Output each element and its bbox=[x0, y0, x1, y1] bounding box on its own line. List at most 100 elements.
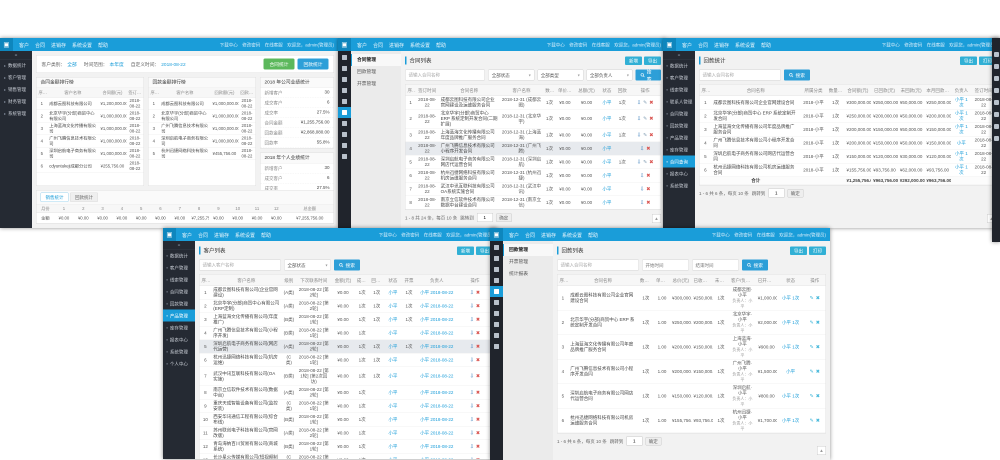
page-go-button[interactable]: 确定 bbox=[645, 436, 662, 446]
download-icon[interactable]: ⇩ bbox=[469, 303, 474, 309]
delete-icon[interactable]: ✖ bbox=[646, 172, 651, 179]
owner-link[interactable]: 小平 2018-08-22 bbox=[420, 316, 454, 322]
topbar-nav-item[interactable]: 帮助 bbox=[261, 232, 271, 239]
delete-icon[interactable]: ✖ bbox=[646, 199, 651, 206]
sidebar-icon-item[interactable] bbox=[490, 308, 503, 319]
delete-icon[interactable]: ✖ bbox=[815, 393, 820, 399]
owner-link[interactable]: 小平 bbox=[388, 343, 398, 349]
topbar-nav-item[interactable]: 客户 bbox=[182, 232, 192, 239]
table-row[interactable]: 9 重庆天成智能设备有限公司(监控安装) (C类) 2018-08-22 [第1轮] ¥… bbox=[199, 399, 493, 413]
owner-link[interactable]: 小平 1次 bbox=[782, 319, 800, 325]
sidebar-toggle[interactable]: ≡ bbox=[663, 51, 695, 60]
sidebar-item[interactable]: ▪ 报表中心 bbox=[163, 334, 195, 346]
delete-icon[interactable]: ✖ bbox=[649, 116, 654, 122]
owner-link[interactable]: 小平 2018-08-22 bbox=[420, 416, 454, 422]
rank-row[interactable]: 4 深圳启航电子商务有限公司 ¥1,000,000.00 2018-08-22 bbox=[148, 134, 256, 148]
topbar-link[interactable]: 欢迎您，admin(管理员) bbox=[287, 42, 334, 48]
sidebar-icon-item[interactable] bbox=[338, 129, 351, 140]
table-row[interactable]: 6杭州迅捷网络科技有限公司机房运维服务合同1次1.00¥155,756.00¥9… bbox=[557, 408, 826, 433]
sidebar-item[interactable]: ▪ 线索管理 bbox=[663, 84, 695, 96]
page-go-button[interactable]: 确定 bbox=[787, 188, 804, 198]
delete-icon[interactable]: ✖ bbox=[475, 416, 481, 423]
sidebar-item[interactable]: ▪ 回款管理 bbox=[163, 298, 195, 310]
table-row[interactable]: 7 武汉中讯互联科技有限公司(OA实施) (B类) 2018-08-22 [第1轮] … bbox=[199, 366, 493, 386]
owner-link[interactable]: 小平 bbox=[602, 99, 612, 105]
owner-link[interactable]: 小平 bbox=[388, 403, 398, 409]
owner-link[interactable]: 小平 2018-08-22 bbox=[420, 403, 454, 409]
sidebar-item[interactable]: ▸ 系统管理 bbox=[0, 108, 32, 120]
delete-icon[interactable]: ✖ bbox=[475, 389, 481, 396]
filter-select[interactable]: 全部类型 ▾ bbox=[537, 69, 584, 81]
topbar-nav-item[interactable]: 帮助 bbox=[98, 42, 108, 49]
sidebar-item[interactable]: ▪ 产品管理 bbox=[163, 309, 195, 322]
download-icon[interactable]: ⇩ bbox=[469, 389, 474, 396]
owner-link[interactable]: 小平 bbox=[388, 416, 398, 422]
rank-row[interactable]: 3 上海蓝海文化传播有限公司 ¥1,000,000.00 2018-08-22 bbox=[36, 122, 144, 135]
topbar-link[interactable]: 欢迎您，admin(管理员) bbox=[779, 232, 826, 238]
sidebar-icon-item[interactable] bbox=[338, 140, 351, 151]
topbar-link[interactable]: 修改密码 bbox=[734, 232, 753, 238]
sidebar-item[interactable]: ▪ 联系人管理 bbox=[663, 96, 695, 108]
download-icon[interactable]: ⇩ bbox=[469, 289, 474, 296]
download-icon[interactable]: ⇩ bbox=[639, 145, 645, 152]
edit-icon[interactable]: ✎ bbox=[809, 417, 814, 424]
topbar-nav-item[interactable]: 客户 bbox=[509, 232, 519, 239]
table-row[interactable]: 10 西安华讯通信工程有限公司(综合布线) (B类) 2018-08-22 [第1轮]… bbox=[199, 412, 493, 427]
edit-icon[interactable]: ✎ bbox=[809, 344, 814, 350]
table-row[interactable]: 4 广州飞腾信息技术有限公司小程序开发合同 2018-小平 1次 ¥200,000.00… bbox=[699, 136, 996, 150]
topbar-link[interactable]: 在线客服 bbox=[756, 232, 775, 238]
owner-link[interactable]: 小平 2018-08-22 bbox=[420, 457, 453, 459]
back-to-top-button[interactable]: ▲ bbox=[817, 446, 826, 455]
date-input[interactable]: 结束时间 bbox=[692, 259, 739, 271]
table-row[interactable]: 8 2018-08-22 南京立信软件技术有限公司数据中台建设合同 2018-12-3… bbox=[405, 195, 661, 210]
download-icon[interactable]: ⇩ bbox=[636, 132, 642, 138]
download-icon[interactable]: ⇩ bbox=[639, 199, 645, 206]
delete-icon[interactable]: ✖ bbox=[815, 417, 820, 424]
delete-icon[interactable]: ✖ bbox=[815, 344, 820, 350]
topbar-nav-item[interactable]: 进销存 bbox=[389, 42, 404, 49]
delete-icon[interactable]: ✖ bbox=[475, 430, 481, 436]
sidebar-icon-item[interactable] bbox=[490, 264, 503, 275]
table-row[interactable]: 7 2018-08-22 武汉中讯互联科技有限公司OA系统实施合同 2018-12-3… bbox=[405, 182, 661, 196]
tab-sales[interactable]: 销售统计 bbox=[40, 192, 69, 202]
filter-select[interactable]: 全部状态 ▾ bbox=[488, 69, 535, 81]
download-icon[interactable]: ⇩ bbox=[636, 99, 642, 106]
owner-link[interactable]: 小平 bbox=[602, 172, 612, 178]
table-row[interactable]: 6 杭州迅捷网络科技有限公司机房运维服务合同 2018-小平 1次 ¥155,756.0… bbox=[699, 163, 996, 177]
topbar-nav-item[interactable]: 客户 bbox=[357, 42, 367, 49]
edit-icon[interactable]: ✎ bbox=[643, 159, 648, 165]
owner-link[interactable]: 小平 1次 bbox=[782, 344, 800, 350]
sidebar-icon-item[interactable] bbox=[338, 63, 351, 74]
delete-icon[interactable]: ✖ bbox=[475, 330, 481, 336]
table-row[interactable]: 6 杭州迅捷网络科技有限公司(机房运维) (C类) 2018-08-22 [第1轮] ¥… bbox=[199, 353, 493, 367]
tab-payment[interactable]: 回款统计 bbox=[70, 192, 99, 202]
sidebar-icon-item[interactable] bbox=[490, 330, 503, 341]
sidebar-item[interactable]: ▪ 系统管理 bbox=[663, 180, 695, 192]
owner-link[interactable]: 小平 1次 bbox=[955, 124, 968, 135]
table-row[interactable]: 4 2018-08-22 广州飞腾信息技术有限公司小程序开发合同 2018-12-31… bbox=[405, 141, 661, 156]
owner-link[interactable]: 小平 bbox=[956, 140, 966, 146]
download-icon[interactable]: ⇩ bbox=[636, 116, 642, 122]
sidebar-icon-item[interactable] bbox=[338, 85, 351, 96]
page-number-input[interactable] bbox=[626, 436, 643, 446]
topbar-link[interactable]: 修改密码 bbox=[242, 42, 261, 48]
sidebar-icon-item[interactable] bbox=[490, 275, 503, 286]
topbar-nav-item[interactable]: 帮助 bbox=[436, 42, 446, 49]
delete-icon[interactable]: ✖ bbox=[475, 373, 481, 380]
sidebar-item[interactable]: ▪ 系统管理 bbox=[163, 346, 195, 358]
owner-link[interactable]: 小平 bbox=[388, 330, 398, 336]
topbar-link[interactable]: 下载中心 bbox=[881, 42, 900, 48]
table-row[interactable]: 2 北京华宇(分部)商贸中心 ERP 系统定制开发合同 2018-小平 1次 ¥250,… bbox=[699, 109, 996, 123]
delete-icon[interactable]: ✖ bbox=[815, 368, 820, 375]
contract-stats-button[interactable]: 合同统计 bbox=[263, 58, 295, 70]
rank-row[interactable]: 5 杭州迅捷网络科技有限公司 ¥455,756.00 2018-08-22 bbox=[148, 147, 256, 160]
page-go-button[interactable]: 确定 bbox=[495, 213, 512, 222]
secondary-sidebar-item[interactable]: 开票管理 bbox=[509, 259, 529, 265]
rank-row[interactable]: 1 成都云图科技有限公司 ¥1,000,000.00 2018-08-22 bbox=[148, 97, 256, 110]
owner-link[interactable]: 小平 2018-08-22 bbox=[420, 373, 454, 379]
delete-icon[interactable]: ✖ bbox=[475, 403, 481, 409]
sidebar-toggle[interactable]: ≡ bbox=[0, 51, 32, 60]
search-input[interactable] bbox=[199, 259, 281, 271]
owner-link[interactable]: 小平 bbox=[388, 443, 398, 449]
download-icon[interactable]: ⇩ bbox=[639, 186, 645, 192]
